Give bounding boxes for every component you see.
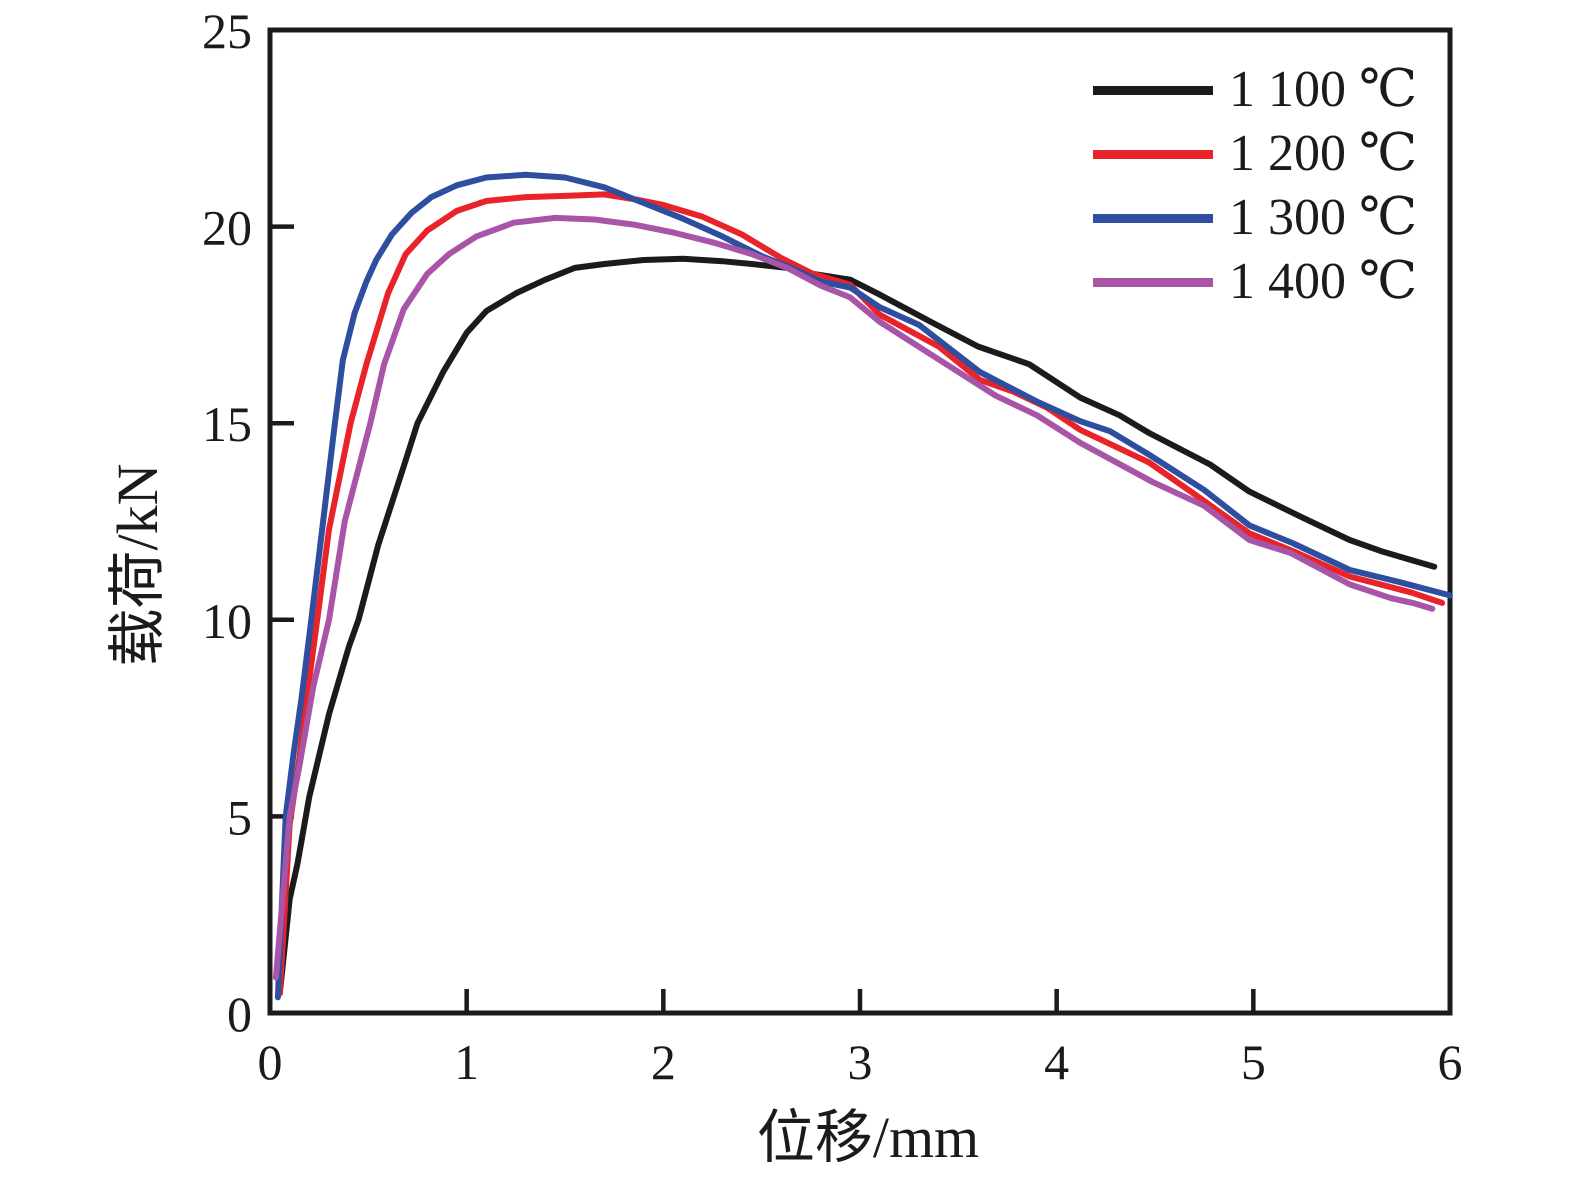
x-tick-label: 1 <box>454 1034 479 1090</box>
x-tick-label: 4 <box>1044 1034 1069 1090</box>
plot-border <box>267 27 1453 1016</box>
y-tick-label: 15 <box>202 396 252 452</box>
y-axis-title: 载荷/kN <box>105 463 170 667</box>
legend-item-2: 1 200 ℃ <box>1093 122 1417 186</box>
legend-item-3: 1 300 ℃ <box>1093 186 1417 250</box>
legend-swatch-3 <box>1093 213 1213 223</box>
legend-item-4: 1 400 ℃ <box>1093 250 1417 314</box>
legend-label-2: 1 200 ℃ <box>1229 125 1418 182</box>
legend-label-4: 1 400 ℃ <box>1229 253 1418 310</box>
legend: 1 100 ℃ 1 200 ℃ 1 300 ℃ 1 400 ℃ <box>1093 58 1417 314</box>
series-line-1 <box>276 255 1438 997</box>
x-axis-title: 位移/mm <box>756 1105 980 1170</box>
legend-swatch-4 <box>1093 277 1213 287</box>
y-tick-label: 25 <box>202 3 252 59</box>
x-tick-label: 6 <box>1438 1034 1463 1090</box>
series-line-4 <box>272 214 1436 981</box>
series-line-3 <box>274 171 1453 1001</box>
y-tick-label: 0 <box>227 986 252 1042</box>
x-tick-label: 3 <box>848 1034 873 1090</box>
legend-swatch-2 <box>1093 149 1213 159</box>
x-tick-label: 0 <box>258 1034 283 1090</box>
legend-label-3: 1 300 ℃ <box>1229 189 1418 246</box>
legend-item-1: 1 100 ℃ <box>1093 58 1417 122</box>
x-tick-label: 5 <box>1241 1034 1266 1090</box>
legend-swatch-1 <box>1093 85 1213 95</box>
x-tick-label: 2 <box>651 1034 676 1090</box>
y-tick-label: 20 <box>202 200 252 256</box>
y-tick-label: 5 <box>227 789 252 845</box>
legend-label-1: 1 100 ℃ <box>1229 61 1418 118</box>
y-tick-label: 10 <box>202 593 252 649</box>
series-line-2 <box>276 191 1446 997</box>
